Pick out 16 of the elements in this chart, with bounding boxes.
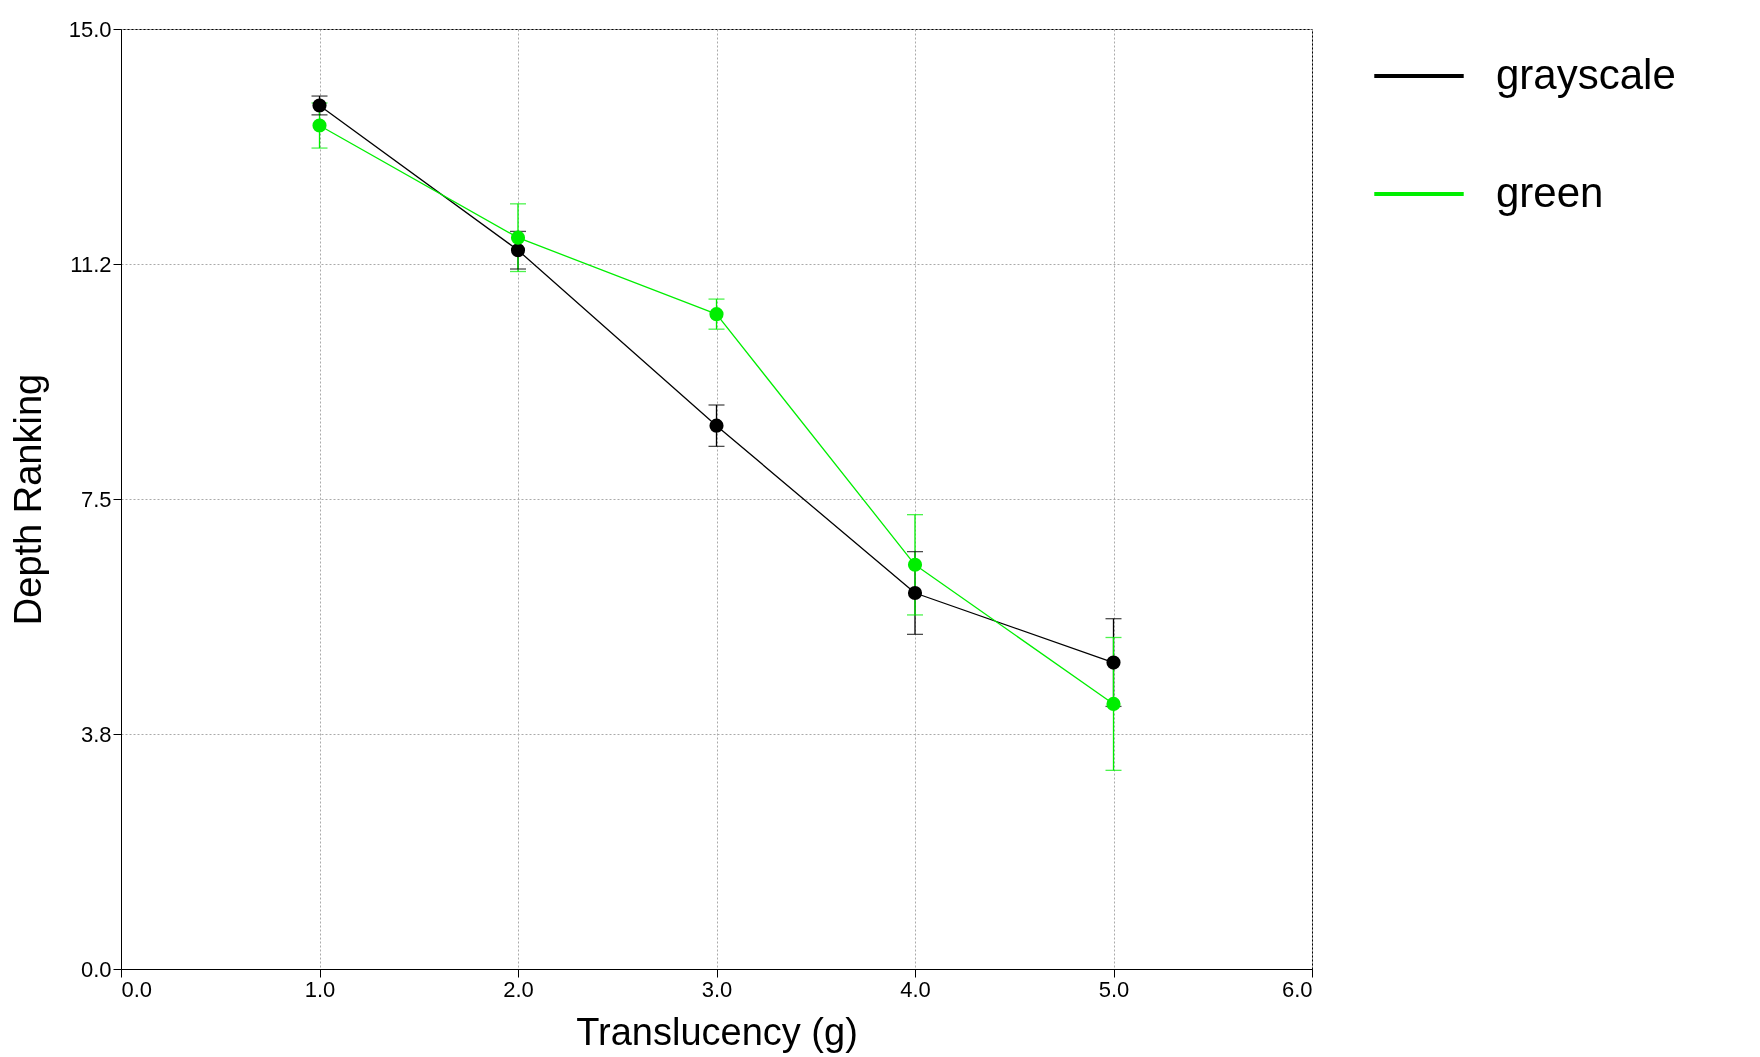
y-tick-label: 11.2 bbox=[70, 251, 112, 277]
x-tick-label: 1.0 bbox=[304, 976, 336, 1002]
legend-label: green bbox=[1496, 169, 1604, 216]
y-tick-label: 3.8 bbox=[80, 721, 112, 747]
y-tick-label: 15.0 bbox=[68, 16, 112, 42]
legend-label: grayscale bbox=[1496, 51, 1676, 98]
x-tick-label: 5.0 bbox=[1098, 976, 1130, 1002]
x-tick-label: 6.0 bbox=[1281, 976, 1313, 1002]
x-tick-label: 2.0 bbox=[503, 976, 534, 1002]
x-tick-label: 0.0 bbox=[121, 976, 153, 1002]
x-axis-title: Translucency (g) bbox=[576, 1010, 858, 1053]
x-tick-label: 3.0 bbox=[701, 976, 733, 1002]
x-tick-label: 4.0 bbox=[900, 976, 931, 1002]
y-tick-label: 7.5 bbox=[80, 486, 112, 512]
y-axis-title: Depth Ranking bbox=[6, 373, 49, 626]
y-tick-label: 0.0 bbox=[80, 956, 112, 982]
